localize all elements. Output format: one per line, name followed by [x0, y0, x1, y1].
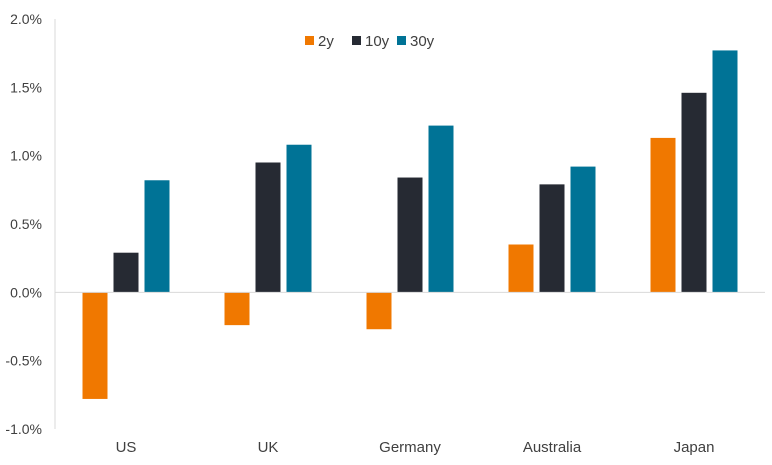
y-tick-label: 2.0%: [10, 11, 42, 27]
bar-uk-30y: [286, 144, 312, 293]
legend-item-10y: 10y: [352, 33, 390, 50]
bar-uk-2y: [224, 292, 250, 326]
legend-item-2y: 2y: [305, 33, 334, 50]
y-tick-label: 1.5%: [10, 79, 42, 95]
bars: [82, 50, 738, 399]
legend-swatch: [352, 36, 361, 45]
bar-us-30y: [144, 180, 170, 293]
legend-swatch: [397, 36, 406, 45]
x-category-label: Germany: [379, 439, 441, 456]
bar-us-10y: [113, 252, 139, 293]
bar-germany-30y: [428, 125, 454, 293]
x-category-label: UK: [258, 439, 279, 456]
x-axis: US UK Germany Australia Japan: [116, 439, 715, 456]
bar-japan-2y: [650, 137, 676, 293]
bar-japan-30y: [712, 50, 738, 293]
legend: 2y 10y 30y: [305, 33, 435, 50]
legend-label: 30y: [410, 33, 435, 50]
y-tick-label: -0.5%: [5, 353, 42, 369]
bar-uk-10y: [255, 162, 281, 293]
y-axis: -1.0% -0.5% 0.0% 0.5% 1.0% 1.5% 2.0%: [5, 11, 56, 437]
bar-us-2y: [82, 292, 108, 399]
bar-australia-10y: [539, 184, 565, 293]
x-category-label: US: [116, 439, 137, 456]
bar-australia-2y: [508, 244, 534, 293]
y-tick-label: 0.0%: [10, 284, 42, 300]
x-category-label: Australia: [523, 439, 582, 456]
bar-australia-30y: [570, 166, 596, 293]
bar-germany-2y: [366, 292, 392, 330]
y-tick-label: 1.0%: [10, 148, 42, 164]
bar-japan-10y: [681, 92, 707, 293]
y-tick-label: 0.5%: [10, 216, 42, 232]
y-tick-label: -1.0%: [5, 421, 42, 437]
x-category-label: Japan: [674, 439, 715, 456]
legend-label: 2y: [318, 33, 334, 50]
bar-germany-10y: [397, 177, 423, 293]
legend-label: 10y: [365, 33, 390, 50]
legend-item-30y: 30y: [397, 33, 435, 50]
legend-swatch: [305, 36, 314, 45]
